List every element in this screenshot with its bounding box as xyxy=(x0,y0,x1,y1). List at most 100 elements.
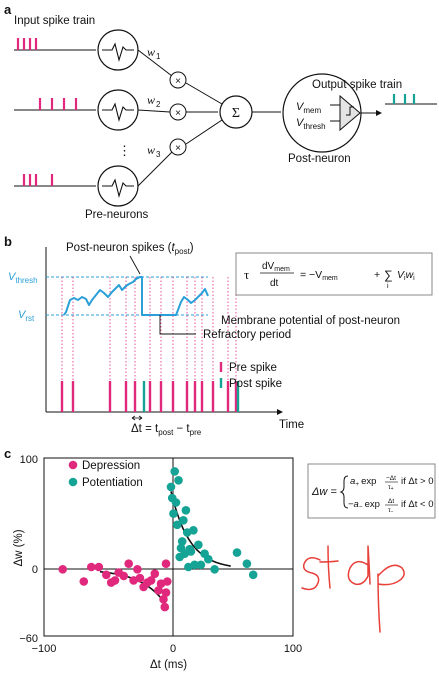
stdp-rule-box xyxy=(307,463,436,519)
waveform-icon xyxy=(102,42,134,63)
depression-point xyxy=(135,573,145,583)
refractory-label: Refractory period xyxy=(203,329,291,341)
svg-text:Vmem: Vmem xyxy=(296,101,321,115)
svg-text:×: × xyxy=(175,76,181,87)
output-spikes xyxy=(392,94,416,104)
panel-b: b Time Vthresh Vrst Post-neuron spikes (… xyxy=(4,234,433,437)
weight-w1: w 1 xyxy=(147,45,161,61)
depression-point xyxy=(146,576,156,585)
potentiation-point xyxy=(166,482,176,492)
multiplier-1: × xyxy=(169,71,187,89)
potentiation-point xyxy=(179,516,188,525)
pre-neuron-3 xyxy=(97,165,139,207)
depression-point xyxy=(133,565,142,574)
svg-text:2: 2 xyxy=(156,100,161,109)
potentiation-point xyxy=(190,560,199,570)
legend-potentiation: Potentiation xyxy=(82,477,143,489)
depression-point xyxy=(79,577,89,586)
svg-text:τ−: τ− xyxy=(388,507,394,515)
depression-point xyxy=(161,588,171,597)
delta-t-definition: Δt = tpost − tpre xyxy=(131,423,202,437)
panel-c: c 100 0 −60 −100 0 100 Δt (ms) Δw (%) De… xyxy=(4,446,436,671)
xtick-0: 0 xyxy=(170,643,176,655)
potentiation-point xyxy=(196,560,206,570)
v-thresh-label: Vthresh xyxy=(8,271,38,285)
ellipsis: ⋮ xyxy=(118,143,131,158)
input-spike-train-title: Input spike train xyxy=(14,15,95,27)
handwritten-stdp-annotation xyxy=(301,545,405,633)
depression-point xyxy=(154,586,163,595)
depression-point xyxy=(119,571,128,581)
potentiation-point xyxy=(177,537,187,546)
potentiation-point xyxy=(174,476,183,485)
membrane-label: Membrane potential of post-neuron xyxy=(221,315,400,327)
depression-point xyxy=(87,562,96,572)
time-label: Time xyxy=(279,419,304,431)
potentiation-point xyxy=(194,540,203,550)
pre-neuron-1 xyxy=(97,29,139,71)
potentiation-point xyxy=(248,570,258,580)
spike-legend: Pre spike Post spike xyxy=(219,362,282,390)
potentiation-point xyxy=(242,559,252,568)
potentiation-point xyxy=(189,526,198,535)
depression-point xyxy=(160,602,170,612)
y-axis-label: Δw (%) xyxy=(13,529,25,566)
svg-text:Viwi: Viwi xyxy=(397,269,415,282)
depression-point xyxy=(110,576,120,585)
ytick-neg60: −60 xyxy=(19,633,38,645)
post-spike-pointer xyxy=(129,255,141,275)
ytick-100: 100 xyxy=(20,454,38,466)
svg-text:Δt: Δt xyxy=(388,498,394,505)
depression-point xyxy=(163,577,172,586)
waveform-icon xyxy=(102,102,134,123)
depression-point xyxy=(161,559,171,568)
svg-text:Δw =: Δw = xyxy=(311,486,337,498)
depression-point xyxy=(94,562,104,572)
svg-text:τ+: τ+ xyxy=(388,484,394,492)
output-spike-train-title: Output spike train xyxy=(312,79,402,91)
legend-post-label: Post spike xyxy=(229,378,282,390)
weight-w2: w 2 xyxy=(147,93,161,109)
svg-text:dt: dt xyxy=(270,278,279,289)
membrane-trace xyxy=(63,276,209,316)
panel-b-label: b xyxy=(4,234,12,249)
potentiation-point xyxy=(172,520,182,530)
svg-text:if Δt > 0: if Δt > 0 xyxy=(401,476,434,487)
svg-text:Vthresh: Vthresh xyxy=(296,117,326,131)
membrane-equation: τ dVmem dt = −Vmem + ∑ i Viwi xyxy=(244,261,415,290)
panel-a-label: a xyxy=(4,2,12,17)
v-rst-label: Vrst xyxy=(18,309,35,323)
svg-text:a+exp: a+ exp xyxy=(350,476,376,488)
svg-text:Σ: Σ xyxy=(232,106,240,121)
svg-text:−Δt: −Δt xyxy=(386,475,396,482)
svg-text:= −Vmem: = −Vmem xyxy=(300,269,338,282)
panel-a: a Input spike train ⋮ Pre-neurons w 1 xyxy=(4,2,437,221)
multiplier-2: × xyxy=(169,103,187,121)
chart-legend: Depression Potentiation xyxy=(68,460,143,489)
svg-text:if Δt < 0: if Δt < 0 xyxy=(401,499,434,510)
svg-text:i: i xyxy=(387,283,389,290)
depression-point xyxy=(150,569,160,578)
scatter-points xyxy=(58,467,258,612)
legend-depression: Depression xyxy=(82,460,140,472)
pre-neurons-label: Pre-neurons xyxy=(85,209,149,221)
sum-node: Σ xyxy=(219,95,253,129)
svg-text:τ: τ xyxy=(244,267,249,282)
svg-text:×: × xyxy=(175,143,181,154)
legend-pre-label: Pre spike xyxy=(229,362,277,374)
waveform-icon xyxy=(102,178,134,199)
potentiation-point xyxy=(169,509,178,518)
svg-text:×: × xyxy=(175,108,181,119)
potentiation-point xyxy=(204,554,213,564)
ytick-0: 0 xyxy=(32,564,38,576)
panel-c-label: c xyxy=(4,446,11,461)
weight-w3: w 3 xyxy=(147,143,161,159)
input-spikes xyxy=(16,38,78,186)
xtick-100: 100 xyxy=(284,643,302,655)
svg-text:−a−exp: −a− exp xyxy=(348,499,380,511)
xtick-neg100: −100 xyxy=(32,643,57,655)
depression-point xyxy=(58,565,67,574)
svg-text:dVmem: dVmem xyxy=(262,261,290,273)
post-neuron: Vmem Vthresh xyxy=(282,73,362,153)
